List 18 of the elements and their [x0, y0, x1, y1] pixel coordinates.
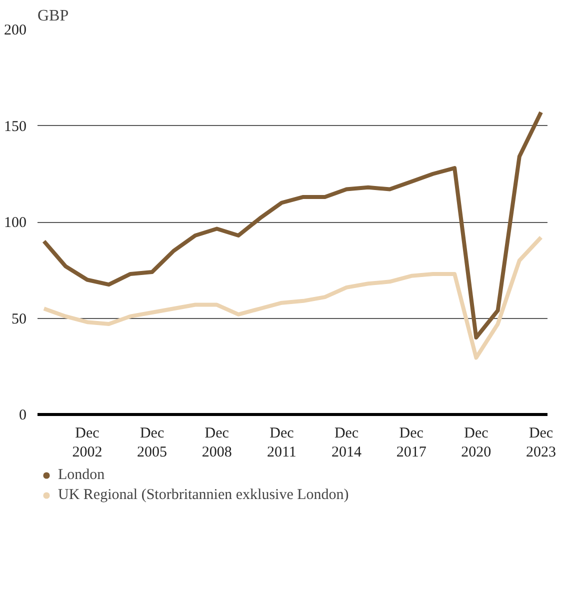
x-tick-label: Dec 2017	[396, 426, 427, 461]
x-tick-label: Dec 2020	[461, 426, 492, 461]
x-tick-label: Dec 2011	[266, 426, 296, 461]
y-tick-label: 200	[4, 22, 26, 38]
x-tick-label: Dec 2023	[526, 426, 556, 461]
line-series	[42, 110, 544, 340]
y-tick-label: 100	[4, 215, 26, 231]
y-axis-title: GBP	[38, 8, 69, 24]
y-tick-label: 0	[19, 408, 26, 424]
y-tick-label: 50	[12, 311, 26, 328]
y-tick-label: 150	[4, 118, 26, 135]
legend-label: London	[58, 466, 105, 484]
x-tick-label: Dec 2005	[137, 426, 168, 461]
x-tick-label: Dec 2014	[332, 426, 362, 461]
x-tick-label: Dec 2002	[72, 426, 102, 461]
x-tick-label: Dec 2008	[202, 426, 232, 461]
line-series	[42, 235, 544, 360]
legend-label: UK Regional (Storbritannien exklusive London)	[58, 486, 349, 504]
